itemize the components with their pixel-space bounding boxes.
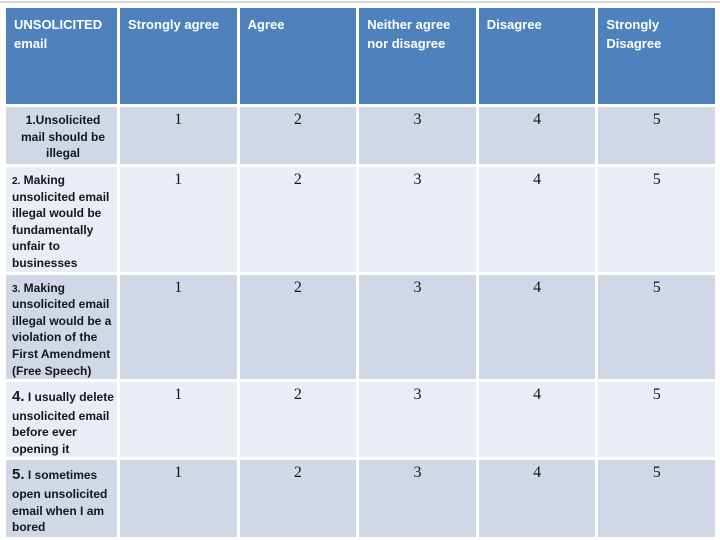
question-number: 2. (12, 176, 21, 187)
header-cell-0: UNSOLICITED email (6, 8, 117, 104)
question-text: I usually delete unsolicited email befor… (12, 390, 114, 456)
header-cell-1: Strongly agree (120, 8, 237, 104)
scale-value-cell: 5 (598, 167, 715, 272)
scale-value-cell: 3 (359, 167, 476, 272)
scale-value-cell: 2 (239, 274, 357, 380)
scale-value-cell: 5 (598, 107, 715, 164)
scale-value-cell: 2 (239, 167, 357, 272)
scale-value-cell: 1 (120, 167, 237, 272)
scale-value-cell: 2 (239, 107, 357, 164)
header-cell-4: Disagree (478, 8, 596, 104)
question-cell-2: 3. Making unsolicited email illegal woul… (6, 274, 117, 380)
scale-value-cell: 4 (478, 167, 596, 272)
question-text: Making unsolicited email illegal would b… (12, 280, 112, 378)
scale-value-cell: 5 (598, 460, 715, 538)
table-row: 5. I sometimes open unsolicited email wh… (6, 460, 715, 538)
scale-value-cell: 3 (359, 382, 476, 458)
scale-value-cell: 4 (478, 274, 596, 380)
header-cell-2: Agree (239, 8, 357, 104)
table-row: 2. Making unsolicited email illegal woul… (6, 167, 715, 272)
table-row: 1.Unsolicited mail should be illegal 1 2 3 4… (6, 107, 715, 164)
scale-value-cell: 2 (239, 382, 357, 458)
scale-value-cell: 1 (120, 460, 237, 538)
question-cell-4: 5. I sometimes open unsolicited email wh… (6, 460, 117, 538)
question-number: 4. (12, 388, 25, 406)
header-cell-3: Neither agree nor disagree (359, 8, 476, 104)
scale-value-cell: 1 (120, 107, 237, 164)
scale-value-cell: 2 (239, 460, 357, 538)
question-cell-1: 2. Making unsolicited email illegal woul… (6, 167, 117, 272)
header-cell-5: Strongly Disagree (598, 8, 715, 104)
question-text: Making unsolicited email illegal would b… (12, 173, 110, 270)
slide-top-edge-line (0, 1, 720, 3)
scale-value-cell: 1 (120, 274, 237, 380)
question-cell-0: 1.Unsolicited mail should be illegal (6, 107, 117, 164)
scale-value-cell: 4 (478, 107, 596, 164)
table-row: 3. Making unsolicited email illegal woul… (6, 274, 715, 380)
question-cell-3: 4. I usually delete unsolicited email be… (6, 382, 117, 458)
question-number: 1. (25, 113, 36, 127)
table-header-row: UNSOLICITED email Strongly agree Agree Neit… (6, 8, 715, 104)
scale-value-cell: 4 (478, 460, 596, 538)
question-number: 5. (12, 466, 25, 484)
likert-survey-table: UNSOLICITED email Strongly agree Agree Neit… (3, 5, 718, 540)
scale-value-cell: 3 (359, 107, 476, 164)
scale-value-cell: 5 (598, 382, 715, 458)
scale-value-cell: 3 (359, 460, 476, 538)
table-row: 4. I usually delete unsolicited email be… (6, 382, 715, 458)
question-text: I sometimes open unsolicited email when … (12, 468, 108, 535)
scale-value-cell: 1 (120, 382, 237, 458)
question-number: 3. (12, 283, 21, 295)
question-text: Unsolicited mail should be illegal (20, 113, 105, 161)
scale-value-cell: 4 (478, 382, 596, 458)
scale-value-cell: 5 (598, 274, 715, 380)
scale-value-cell: 3 (359, 274, 476, 380)
